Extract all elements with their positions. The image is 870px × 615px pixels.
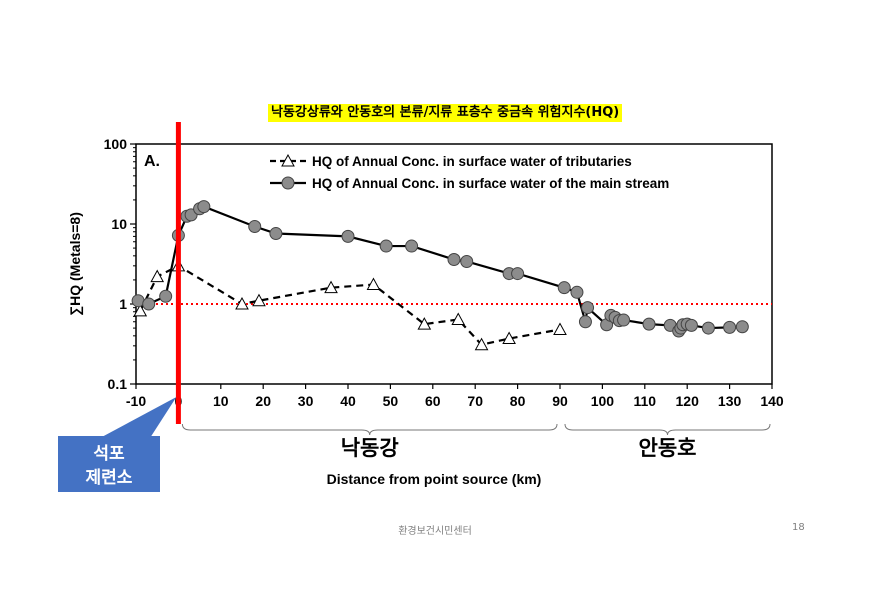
tributary-point: [502, 331, 516, 345]
main-stream-point: [197, 200, 211, 214]
tributary-point: [235, 296, 249, 310]
main-stream-point: [557, 281, 571, 295]
panel-label: A.: [144, 153, 160, 170]
tributary-point: [553, 322, 567, 336]
x-tick-label: 10: [213, 393, 229, 409]
x-tick-label: 120: [676, 393, 700, 409]
y-axis-title: ∑HQ (Metals=8): [67, 212, 84, 316]
x-tick-label: 80: [510, 393, 526, 409]
x-tick-label: 90: [552, 393, 568, 409]
y-tick-label: 0.1: [108, 376, 128, 392]
tributary-point: [324, 280, 338, 294]
legend-label: HQ of Annual Conc. in surface water of t…: [312, 154, 632, 169]
tributary-point: [451, 312, 466, 326]
main-stream-point: [248, 220, 262, 234]
tributary-point: [150, 269, 165, 283]
tributary-point: [366, 277, 381, 291]
region-label: 안동호: [639, 436, 697, 460]
main-stream-point: [142, 297, 156, 311]
tributary-point: [474, 337, 489, 351]
main-stream-point: [701, 321, 715, 335]
region-label: 낙동강: [341, 436, 399, 460]
page-number: 18: [792, 522, 805, 533]
main-stream-point: [379, 239, 393, 253]
main-stream-point: [341, 229, 355, 243]
callout-pointer: [100, 397, 177, 438]
callout-text-line1: 석포: [93, 444, 125, 464]
main-stream-point: [684, 318, 698, 332]
main-stream-line: [137, 205, 743, 333]
x-axis-title: Distance from point source (km): [327, 471, 542, 487]
main-stream-point: [617, 313, 631, 327]
legend-triangle-marker: [281, 153, 295, 167]
main-stream-point: [578, 315, 592, 329]
legend-label: HQ of Annual Conc. in surface water of t…: [312, 176, 669, 191]
main-stream-point: [735, 320, 749, 334]
main-stream-point: [642, 317, 656, 331]
main-stream-point: [570, 285, 584, 299]
x-tick-label: 60: [425, 393, 441, 409]
x-tick-label: 30: [298, 393, 314, 409]
tributary-point: [417, 317, 432, 330]
main-stream-point: [447, 252, 461, 266]
callout-box: [58, 436, 160, 492]
main-stream-point: [405, 239, 419, 253]
x-tick-label: 100: [591, 393, 615, 409]
tributary-point: [252, 293, 266, 307]
legend-circle-marker: [281, 176, 295, 190]
y-tick-label: 100: [104, 136, 128, 152]
x-tick-label: 70: [467, 393, 483, 409]
main-stream-point: [269, 227, 283, 241]
main-stream-point: [581, 301, 595, 315]
x-tick-label: 40: [340, 393, 356, 409]
main-stream-point: [159, 289, 173, 303]
region-brace: [181, 423, 558, 436]
plot-frame: [135, 143, 773, 385]
y-tick-label: 1: [119, 296, 127, 312]
chart-banner-title: 낙동강상류와 안동호의 본류/지류 표층수 중금속 위험지수(HQ): [268, 104, 623, 122]
callout-text-line2: 제련소: [86, 468, 133, 488]
x-tick-label: 130: [718, 393, 742, 409]
x-tick-label: -10: [126, 393, 146, 409]
x-tick-label: 20: [255, 393, 271, 409]
x-tick-label: 140: [760, 393, 784, 409]
region-brace: [564, 423, 771, 436]
x-tick-label: 110: [634, 393, 657, 409]
x-tick-label: 50: [383, 393, 399, 409]
footer-organization: 환경보건시민센터: [398, 526, 472, 537]
main-stream-point: [723, 320, 737, 334]
y-tick-label: 10: [111, 216, 127, 232]
tributary-line: [139, 264, 561, 346]
main-stream-point: [511, 267, 525, 281]
main-stream-point: [460, 254, 474, 268]
tributary-point: [133, 303, 148, 317]
